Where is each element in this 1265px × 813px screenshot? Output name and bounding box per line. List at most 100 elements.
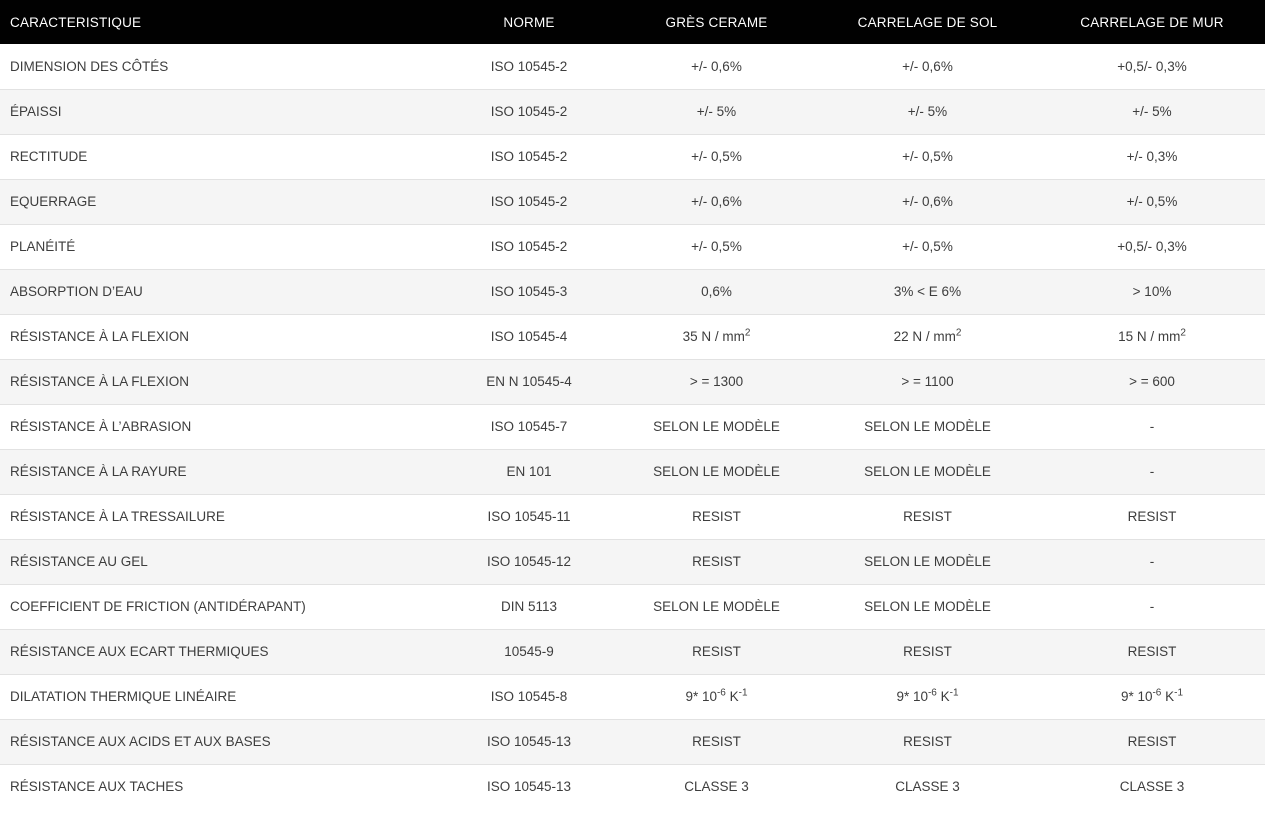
norme-cell: 10545-9: [441, 628, 617, 674]
header-row: CARACTERISTIQUE NORME GRÈS CERAME CARREL…: [0, 0, 1265, 44]
table-row: ÉPAISSI ISO 10545-2 +/- 5% +/- 5% +/- 5%: [0, 88, 1265, 134]
carrelage-de-sol-cell: SELON LE MODÈLE: [816, 538, 1039, 584]
carrelage-de-mur-cell: +/- 0,5%: [1039, 178, 1265, 224]
table-row: DIMENSION DES CÔTÉS ISO 10545-2 +/- 0,6% +/…: [0, 44, 1265, 89]
gres-cerame-cell: SELON LE MODÈLE: [617, 583, 816, 629]
characteristic-cell: PLANÉITÉ: [0, 223, 441, 269]
carrelage-de-sol-cell: +/- 5%: [816, 88, 1039, 134]
carrelage-de-sol-cell: SELON LE MODÈLE: [816, 448, 1039, 494]
characteristic-cell: ÉPAISSI: [0, 88, 441, 134]
gres-cerame-cell: 0,6%: [617, 268, 816, 314]
carrelage-de-sol-cell: 22 N / mm2: [816, 313, 1039, 359]
carrelage-de-mur-cell: +/- 5%: [1039, 88, 1265, 134]
carrelage-de-sol-cell: +/- 0,6%: [816, 178, 1039, 224]
gres-cerame-cell: +/- 0,6%: [617, 178, 816, 224]
table-row: RECTITUDE ISO 10545-2 +/- 0,5% +/- 0,5% +/- …: [0, 133, 1265, 179]
characteristic-cell: RÉSISTANCE AU GEL: [0, 538, 441, 584]
table-row: RÉSISTANCE À LA FLEXION EN N 10545-4 > = 1…: [0, 358, 1265, 404]
norme-cell: ISO 10545-11: [441, 493, 617, 539]
characteristic-cell: RÉSISTANCE AUX ACIDS ET AUX BASES: [0, 718, 441, 764]
norme-cell: EN N 10545-4: [441, 358, 617, 404]
norme-cell: ISO 10545-2: [441, 178, 617, 224]
carrelage-de-mur-cell: -: [1039, 538, 1265, 584]
carrelage-de-sol-cell: RESIST: [816, 493, 1039, 539]
carrelage-de-sol-cell: 9* 10-6 K-1: [816, 673, 1039, 719]
carrelage-de-mur-cell: +0,5/- 0,3%: [1039, 223, 1265, 269]
table-row: RÉSISTANCE À LA TRESSAILURE ISO 10545-11 R…: [0, 493, 1265, 539]
gres-cerame-cell: RESIST: [617, 538, 816, 584]
gres-cerame-cell: +/- 0,5%: [617, 133, 816, 179]
carrelage-de-mur-cell: -: [1039, 403, 1265, 449]
gres-cerame-cell: +/- 0,5%: [617, 223, 816, 269]
characteristic-cell: ABSORPTION D’EAU: [0, 268, 441, 314]
characteristic-cell: RÉSISTANCE À L’ABRASION: [0, 403, 441, 449]
characteristic-cell: RÉSISTANCE À LA FLEXION: [0, 358, 441, 404]
table-row: RÉSISTANCE À L’ABRASION ISO 10545-7 SELON …: [0, 403, 1265, 449]
carrelage-de-mur-cell: > 10%: [1039, 268, 1265, 314]
table-row: DILATATION THERMIQUE LINÉAIRE ISO 10545-8…: [0, 673, 1265, 719]
norme-cell: ISO 10545-3: [441, 268, 617, 314]
characteristic-cell: RÉSISTANCE À LA TRESSAILURE: [0, 493, 441, 539]
norme-cell: ISO 10545-12: [441, 538, 617, 584]
norme-cell: ISO 10545-7: [441, 403, 617, 449]
gres-cerame-cell: CLASSE 3: [617, 763, 816, 809]
carrelage-de-sol-cell: +/- 0,6%: [902, 58, 953, 74]
table-row: RÉSISTANCE AU GEL ISO 10545-12 RESIST SELON…: [0, 538, 1265, 584]
carrelage-de-sol-cell: RESIST: [816, 628, 1039, 674]
characteristic-cell: DILATATION THERMIQUE LINÉAIRE: [0, 673, 441, 719]
gres-cerame-cell: RESIST: [617, 718, 816, 764]
norme-cell: ISO 10545-4: [441, 313, 617, 359]
norme-cell: ISO 10545-13: [441, 718, 617, 764]
norme-cell: ISO 10545-8: [441, 673, 617, 719]
col-header-carrelage-de-mur: CARRELAGE DE MUR: [1039, 0, 1265, 44]
characteristic-cell: DIMENSION DES CÔTÉS: [10, 58, 169, 74]
gres-cerame-cell: SELON LE MODÈLE: [617, 403, 816, 449]
table-row: RÉSISTANCE AUX TACHES ISO 10545-13 CLASSE …: [0, 763, 1265, 809]
characteristic-cell: COEFFICIENT DE FRICTION (ANTIDÉRAPANT): [0, 583, 441, 629]
gres-cerame-cell: SELON LE MODÈLE: [617, 448, 816, 494]
gres-cerame-cell: +/- 5%: [617, 88, 816, 134]
carrelage-de-sol-cell: +/- 0,5%: [816, 223, 1039, 269]
carrelage-de-mur-cell: +0,5/- 0,3%: [1117, 58, 1187, 74]
carrelage-de-mur-cell: +/- 0,3%: [1039, 133, 1265, 179]
carrelage-de-sol-cell: SELON LE MODÈLE: [816, 583, 1039, 629]
characteristic-cell: RÉSISTANCE AUX TACHES: [0, 763, 441, 809]
characteristic-cell: EQUERRAGE: [0, 178, 441, 224]
carrelage-de-mur-cell: -: [1039, 583, 1265, 629]
table-row: RÉSISTANCE AUX ECART THERMIQUES 10545-9 RE…: [0, 628, 1265, 674]
table-row: RÉSISTANCE À LA RAYURE EN 101 SELON LE MOD…: [0, 448, 1265, 494]
carrelage-de-sol-cell: > = 1100: [816, 358, 1039, 404]
carrelage-de-sol-cell: 3% < E 6%: [816, 268, 1039, 314]
carrelage-de-sol-cell: RESIST: [816, 718, 1039, 764]
gres-cerame-cell: RESIST: [617, 628, 816, 674]
characteristic-cell: RECTITUDE: [0, 133, 441, 179]
characteristic-cell: RÉSISTANCE À LA RAYURE: [0, 448, 441, 494]
carrelage-de-sol-cell: SELON LE MODÈLE: [816, 403, 1039, 449]
norme-cell: EN 101: [441, 448, 617, 494]
carrelage-de-mur-cell: > = 600: [1039, 358, 1265, 404]
carrelage-de-sol-cell: +/- 0,5%: [816, 133, 1039, 179]
table-row: COEFFICIENT DE FRICTION (ANTIDÉRAPANT) DI…: [0, 583, 1265, 629]
table-row: PLANÉITÉ ISO 10545-2 +/- 0,5% +/- 0,5% +0,5/…: [0, 223, 1265, 269]
gres-cerame-cell: 35 N / mm2: [617, 313, 816, 359]
characteristic-cell: RÉSISTANCE AUX ECART THERMIQUES: [0, 628, 441, 674]
table-row: RÉSISTANCE AUX ACIDS ET AUX BASES ISO 105…: [0, 718, 1265, 764]
gres-cerame-cell: 9* 10-6 K-1: [617, 673, 816, 719]
col-header-gres-cerame: GRÈS CERAME: [617, 0, 816, 44]
carrelage-de-mur-cell: RESIST: [1039, 493, 1265, 539]
norme-cell: ISO 10545-2: [490, 58, 568, 74]
gres-cerame-cell: RESIST: [617, 493, 816, 539]
carrelage-de-mur-cell: 15 N / mm2: [1039, 313, 1265, 359]
gres-cerame-cell: > = 1300: [617, 358, 816, 404]
norme-cell: ISO 10545-2: [441, 133, 617, 179]
carrelage-de-mur-cell: 9* 10-6 K-1: [1039, 673, 1265, 719]
norme-cell: ISO 10545-2: [441, 88, 617, 134]
norme-cell: ISO 10545-2: [441, 223, 617, 269]
col-header-carrelage-de-sol: CARRELAGE DE SOL: [816, 0, 1039, 44]
carrelage-de-mur-cell: RESIST: [1039, 628, 1265, 674]
carrelage-de-mur-cell: -: [1039, 448, 1265, 494]
carrelage-de-sol-cell: CLASSE 3: [816, 763, 1039, 809]
table-row: RÉSISTANCE À LA FLEXION ISO 10545-4 35 N /…: [0, 313, 1265, 359]
carrelage-de-mur-cell: CLASSE 3: [1039, 763, 1265, 809]
gres-cerame-cell: +/- 0,6%: [691, 58, 742, 74]
